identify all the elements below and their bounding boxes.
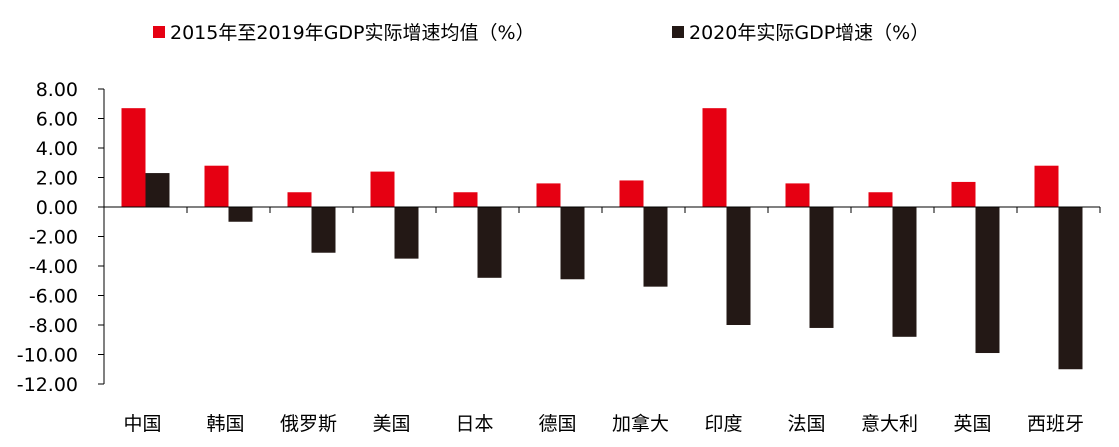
- bar-avg-2015-2019-2: [287, 192, 312, 207]
- bar-avg-2015-2019-6: [619, 180, 644, 207]
- bar-2020-8: [809, 207, 834, 328]
- bar-2020-11: [1058, 207, 1083, 370]
- category-label: 俄罗斯: [280, 413, 337, 435]
- bar-2020-5: [560, 207, 585, 280]
- category-label: 西班牙: [1027, 413, 1084, 435]
- y-tick-label: 2.00: [36, 168, 78, 190]
- bar-2020-7: [726, 207, 751, 325]
- legend: 2015年至2019年GDP实际增速均值（%） 2020年实际GDP增速（%）: [153, 22, 929, 44]
- bar-2020-6: [643, 207, 668, 287]
- bar-2020-4: [477, 207, 502, 278]
- bar-2020-10: [975, 207, 1000, 354]
- bar-avg-2015-2019-0: [121, 108, 146, 207]
- bar-avg-2015-2019-5: [536, 183, 561, 207]
- bar-avg-2015-2019-10: [951, 181, 976, 207]
- category-label: 法国: [787, 413, 825, 435]
- bar-avg-2015-2019-8: [785, 183, 810, 207]
- bar-avg-2015-2019-11: [1034, 165, 1059, 207]
- x-axis: [104, 206, 1101, 213]
- legend-label-2020: 2020年实际GDP增速（%）: [689, 22, 929, 44]
- y-tick-label: -2.00: [29, 227, 78, 249]
- y-tick-label: 8.00: [36, 79, 78, 101]
- y-tick-label: -6.00: [29, 286, 78, 308]
- bar-2020-9: [892, 207, 917, 337]
- y-tick-label: -12.00: [17, 374, 78, 396]
- y-tick-label: -10.00: [17, 345, 78, 367]
- category-label: 韩国: [206, 413, 244, 435]
- y-axis: 8.00 6.00 4.00 2.00 0.00 -2.00 -4.00 -6.00 -8.00…: [17, 79, 105, 396]
- legend-swatch-2020: [672, 26, 684, 38]
- category-label: 日本: [455, 413, 493, 435]
- category-label: 英国: [953, 413, 991, 435]
- bar-2020-1: [228, 207, 253, 222]
- bars: [121, 108, 1083, 370]
- category-label: 美国: [372, 413, 410, 435]
- category-label: 德国: [538, 413, 576, 435]
- y-tick-label: -8.00: [29, 315, 78, 337]
- legend-label-avg-2015-2019: 2015年至2019年GDP实际增速均值（%）: [170, 22, 535, 44]
- category-label: 中国: [123, 413, 161, 435]
- y-tick-label: 4.00: [36, 138, 78, 160]
- category-label: 意大利: [861, 413, 918, 435]
- bar-2020-2: [311, 207, 336, 253]
- legend-swatch-avg-2015-2019: [153, 26, 165, 38]
- y-tick-label: -4.00: [29, 256, 78, 278]
- bar-2020-0: [145, 173, 170, 207]
- bar-avg-2015-2019-1: [204, 165, 229, 207]
- y-tick-label: 0.00: [36, 197, 78, 219]
- bar-avg-2015-2019-9: [868, 192, 893, 207]
- bar-2020-3: [394, 207, 419, 259]
- bar-avg-2015-2019-3: [370, 171, 395, 207]
- category-labels: 中国 韩国 俄罗斯 美国 日本 德国 加拿大 印度 法国 意大利 英国 西班牙: [123, 412, 1084, 435]
- category-label: 印度: [704, 413, 742, 435]
- bar-avg-2015-2019-7: [702, 108, 727, 207]
- bar-avg-2015-2019-4: [453, 192, 478, 207]
- category-label: 加拿大: [612, 412, 669, 435]
- y-tick-label: 6.00: [36, 109, 78, 131]
